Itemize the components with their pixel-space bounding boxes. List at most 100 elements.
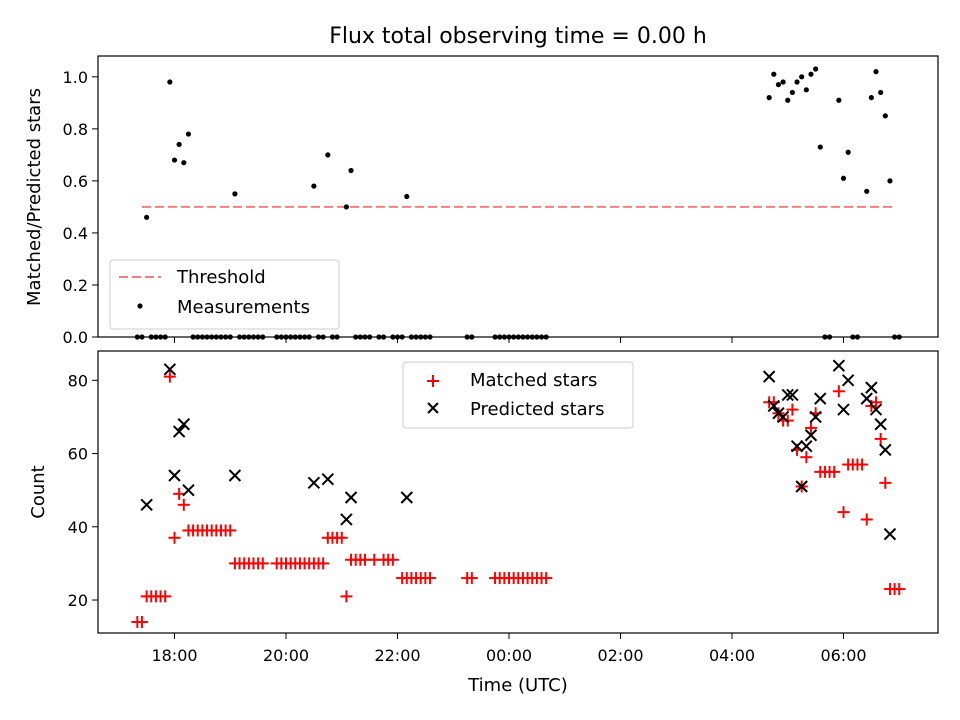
measurement-point <box>292 334 298 340</box>
measurement-point <box>771 71 777 77</box>
measurements-legend-swatch <box>137 303 143 309</box>
bottom-legend-box <box>402 361 634 429</box>
measurement-point <box>274 334 280 340</box>
predicted-legend-swatch <box>427 402 439 414</box>
matched-star-marker <box>540 572 553 585</box>
measurement-point <box>785 97 791 103</box>
matched-star-marker <box>173 487 186 500</box>
bottom-y-axis: 20 40 60 80 <box>68 371 98 610</box>
measurement-point <box>260 334 266 340</box>
measurement-point <box>873 69 879 75</box>
measurement-point <box>822 334 828 340</box>
predicted-star-marker <box>182 483 195 497</box>
predicted-star-marker <box>860 392 873 405</box>
matched-star-marker <box>135 616 148 629</box>
matched-star-marker <box>340 590 353 603</box>
measurement-point <box>789 89 795 96</box>
measurement-point <box>185 131 192 137</box>
predicted-star-marker <box>400 491 413 504</box>
measurement-point <box>320 334 326 340</box>
x-tick-label: 20:00 <box>263 646 309 665</box>
top-y-axis-label: Matched/Predicted stars <box>24 88 45 306</box>
measurement-point <box>171 157 178 163</box>
top-y-axis: 0.0 0.2 0.4 0.6 0.8 1.0 <box>63 68 98 347</box>
measurement-point <box>529 334 535 340</box>
measurement-point <box>139 334 145 340</box>
matched-star-marker <box>893 583 906 596</box>
predicted-star-marker <box>795 480 808 493</box>
top-y-tick-label: 0.4 <box>63 224 88 243</box>
measurement-point <box>427 334 433 340</box>
measurement-point <box>492 334 498 340</box>
measurement-point <box>334 334 340 340</box>
predicted-star-marker <box>177 418 190 431</box>
matched-star-marker <box>386 553 399 566</box>
predicted-star-marker <box>228 469 242 482</box>
measurement-point <box>353 334 359 340</box>
predicted-star-marker <box>865 381 878 394</box>
predicted-star-marker <box>837 403 850 416</box>
measurement-point <box>808 71 814 77</box>
matched-star-marker <box>860 513 873 526</box>
predicted-star-marker <box>321 472 335 486</box>
measurement-point <box>204 334 210 340</box>
measurement-point <box>413 334 419 340</box>
measurement-point <box>780 79 786 85</box>
measurement-point <box>227 334 233 340</box>
measurement-point <box>190 334 196 340</box>
measurement-point <box>362 334 368 340</box>
matched-star-marker <box>800 451 813 464</box>
x-tick-label: 18:00 <box>151 646 197 665</box>
predicted-star-marker <box>879 443 892 457</box>
predicted-star-marker <box>767 399 781 413</box>
measurement-point <box>144 214 150 220</box>
top-y-tick-label: 0.0 <box>63 328 88 347</box>
predicted-star-marker <box>874 418 887 431</box>
measurement-point <box>246 334 252 340</box>
measurement-point <box>408 334 415 340</box>
measurement-point <box>511 334 517 340</box>
measurement-point <box>845 149 851 155</box>
predicted-star-marker <box>307 476 321 490</box>
measurement-point <box>836 97 842 103</box>
predicted-star-marker <box>869 403 883 416</box>
top-y-tick-label: 0.2 <box>63 276 88 295</box>
matched-legend-label: Matched stars <box>470 370 597 391</box>
measurement-point <box>538 334 545 340</box>
predicted-star-marker <box>883 527 897 541</box>
predicted-star-marker <box>340 513 353 526</box>
measurement-point <box>297 334 303 340</box>
predicted-star-marker <box>832 359 846 372</box>
measurement-point <box>520 334 526 340</box>
measurement-point <box>134 334 140 340</box>
measurement-point <box>348 167 354 174</box>
measurement-point <box>218 334 224 340</box>
measurement-point <box>153 334 159 340</box>
threshold-legend-label: Threshold <box>176 267 266 288</box>
measurement-point <box>223 334 229 340</box>
matched-star-marker <box>256 557 269 570</box>
x-tick-label: 06:00 <box>820 646 866 665</box>
bottom-y-axis-label: Count <box>28 465 49 518</box>
predicted-star-marker <box>344 491 358 504</box>
bottom-panel: 20 40 60 80 18:00 20:00 22:00 00:00 02:00 04:00 0… <box>28 350 939 696</box>
matched-star-marker <box>159 590 172 603</box>
measurement-point <box>515 334 521 340</box>
predicted-star-marker <box>804 429 818 442</box>
matched-star-marker <box>879 476 892 489</box>
predicted-star-marker <box>781 388 794 402</box>
measurement-point <box>195 334 201 340</box>
measurement-point <box>301 334 308 340</box>
measurement-point <box>278 334 284 340</box>
measurement-point <box>343 204 349 210</box>
matched-star-marker <box>828 465 841 478</box>
predicted-star-marker <box>814 392 827 405</box>
matched-star-marker <box>224 524 237 537</box>
measurement-point <box>232 191 238 197</box>
x-tick-label: 04:00 <box>709 646 755 665</box>
bottom-legend: Matched stars Predicted stars <box>402 361 634 429</box>
measurement-point <box>148 334 154 340</box>
predicted-star-marker <box>790 440 804 453</box>
measurement-point <box>794 79 800 85</box>
